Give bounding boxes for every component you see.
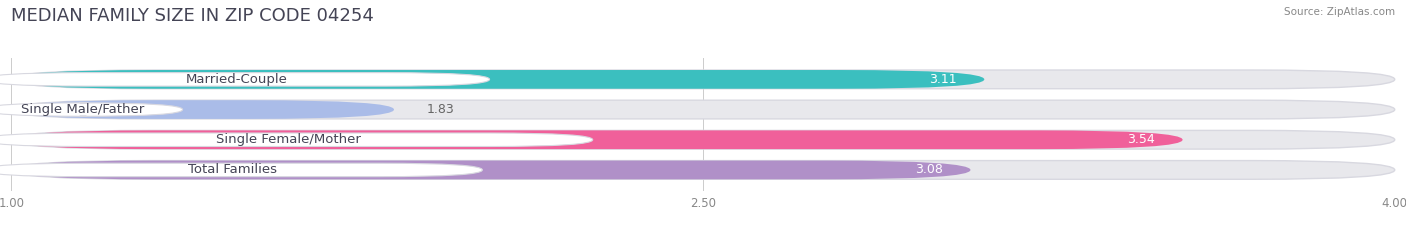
Text: 3.08: 3.08 xyxy=(915,163,943,176)
Text: Single Female/Mother: Single Female/Mother xyxy=(215,133,360,146)
FancyBboxPatch shape xyxy=(11,100,1395,119)
FancyBboxPatch shape xyxy=(11,161,1395,179)
Text: Single Male/Father: Single Male/Father xyxy=(21,103,145,116)
Text: Source: ZipAtlas.com: Source: ZipAtlas.com xyxy=(1284,7,1395,17)
Text: 3.11: 3.11 xyxy=(929,73,956,86)
FancyBboxPatch shape xyxy=(0,73,489,86)
FancyBboxPatch shape xyxy=(0,103,183,116)
FancyBboxPatch shape xyxy=(11,70,1395,89)
Text: Total Families: Total Families xyxy=(188,163,277,176)
Text: 3.54: 3.54 xyxy=(1128,133,1154,146)
FancyBboxPatch shape xyxy=(11,161,970,179)
FancyBboxPatch shape xyxy=(11,130,1395,149)
Text: 1.83: 1.83 xyxy=(426,103,454,116)
FancyBboxPatch shape xyxy=(11,100,394,119)
FancyBboxPatch shape xyxy=(0,133,593,147)
FancyBboxPatch shape xyxy=(11,70,984,89)
Text: MEDIAN FAMILY SIZE IN ZIP CODE 04254: MEDIAN FAMILY SIZE IN ZIP CODE 04254 xyxy=(11,7,374,25)
FancyBboxPatch shape xyxy=(11,130,1182,149)
FancyBboxPatch shape xyxy=(0,163,482,177)
Text: Married-Couple: Married-Couple xyxy=(186,73,287,86)
